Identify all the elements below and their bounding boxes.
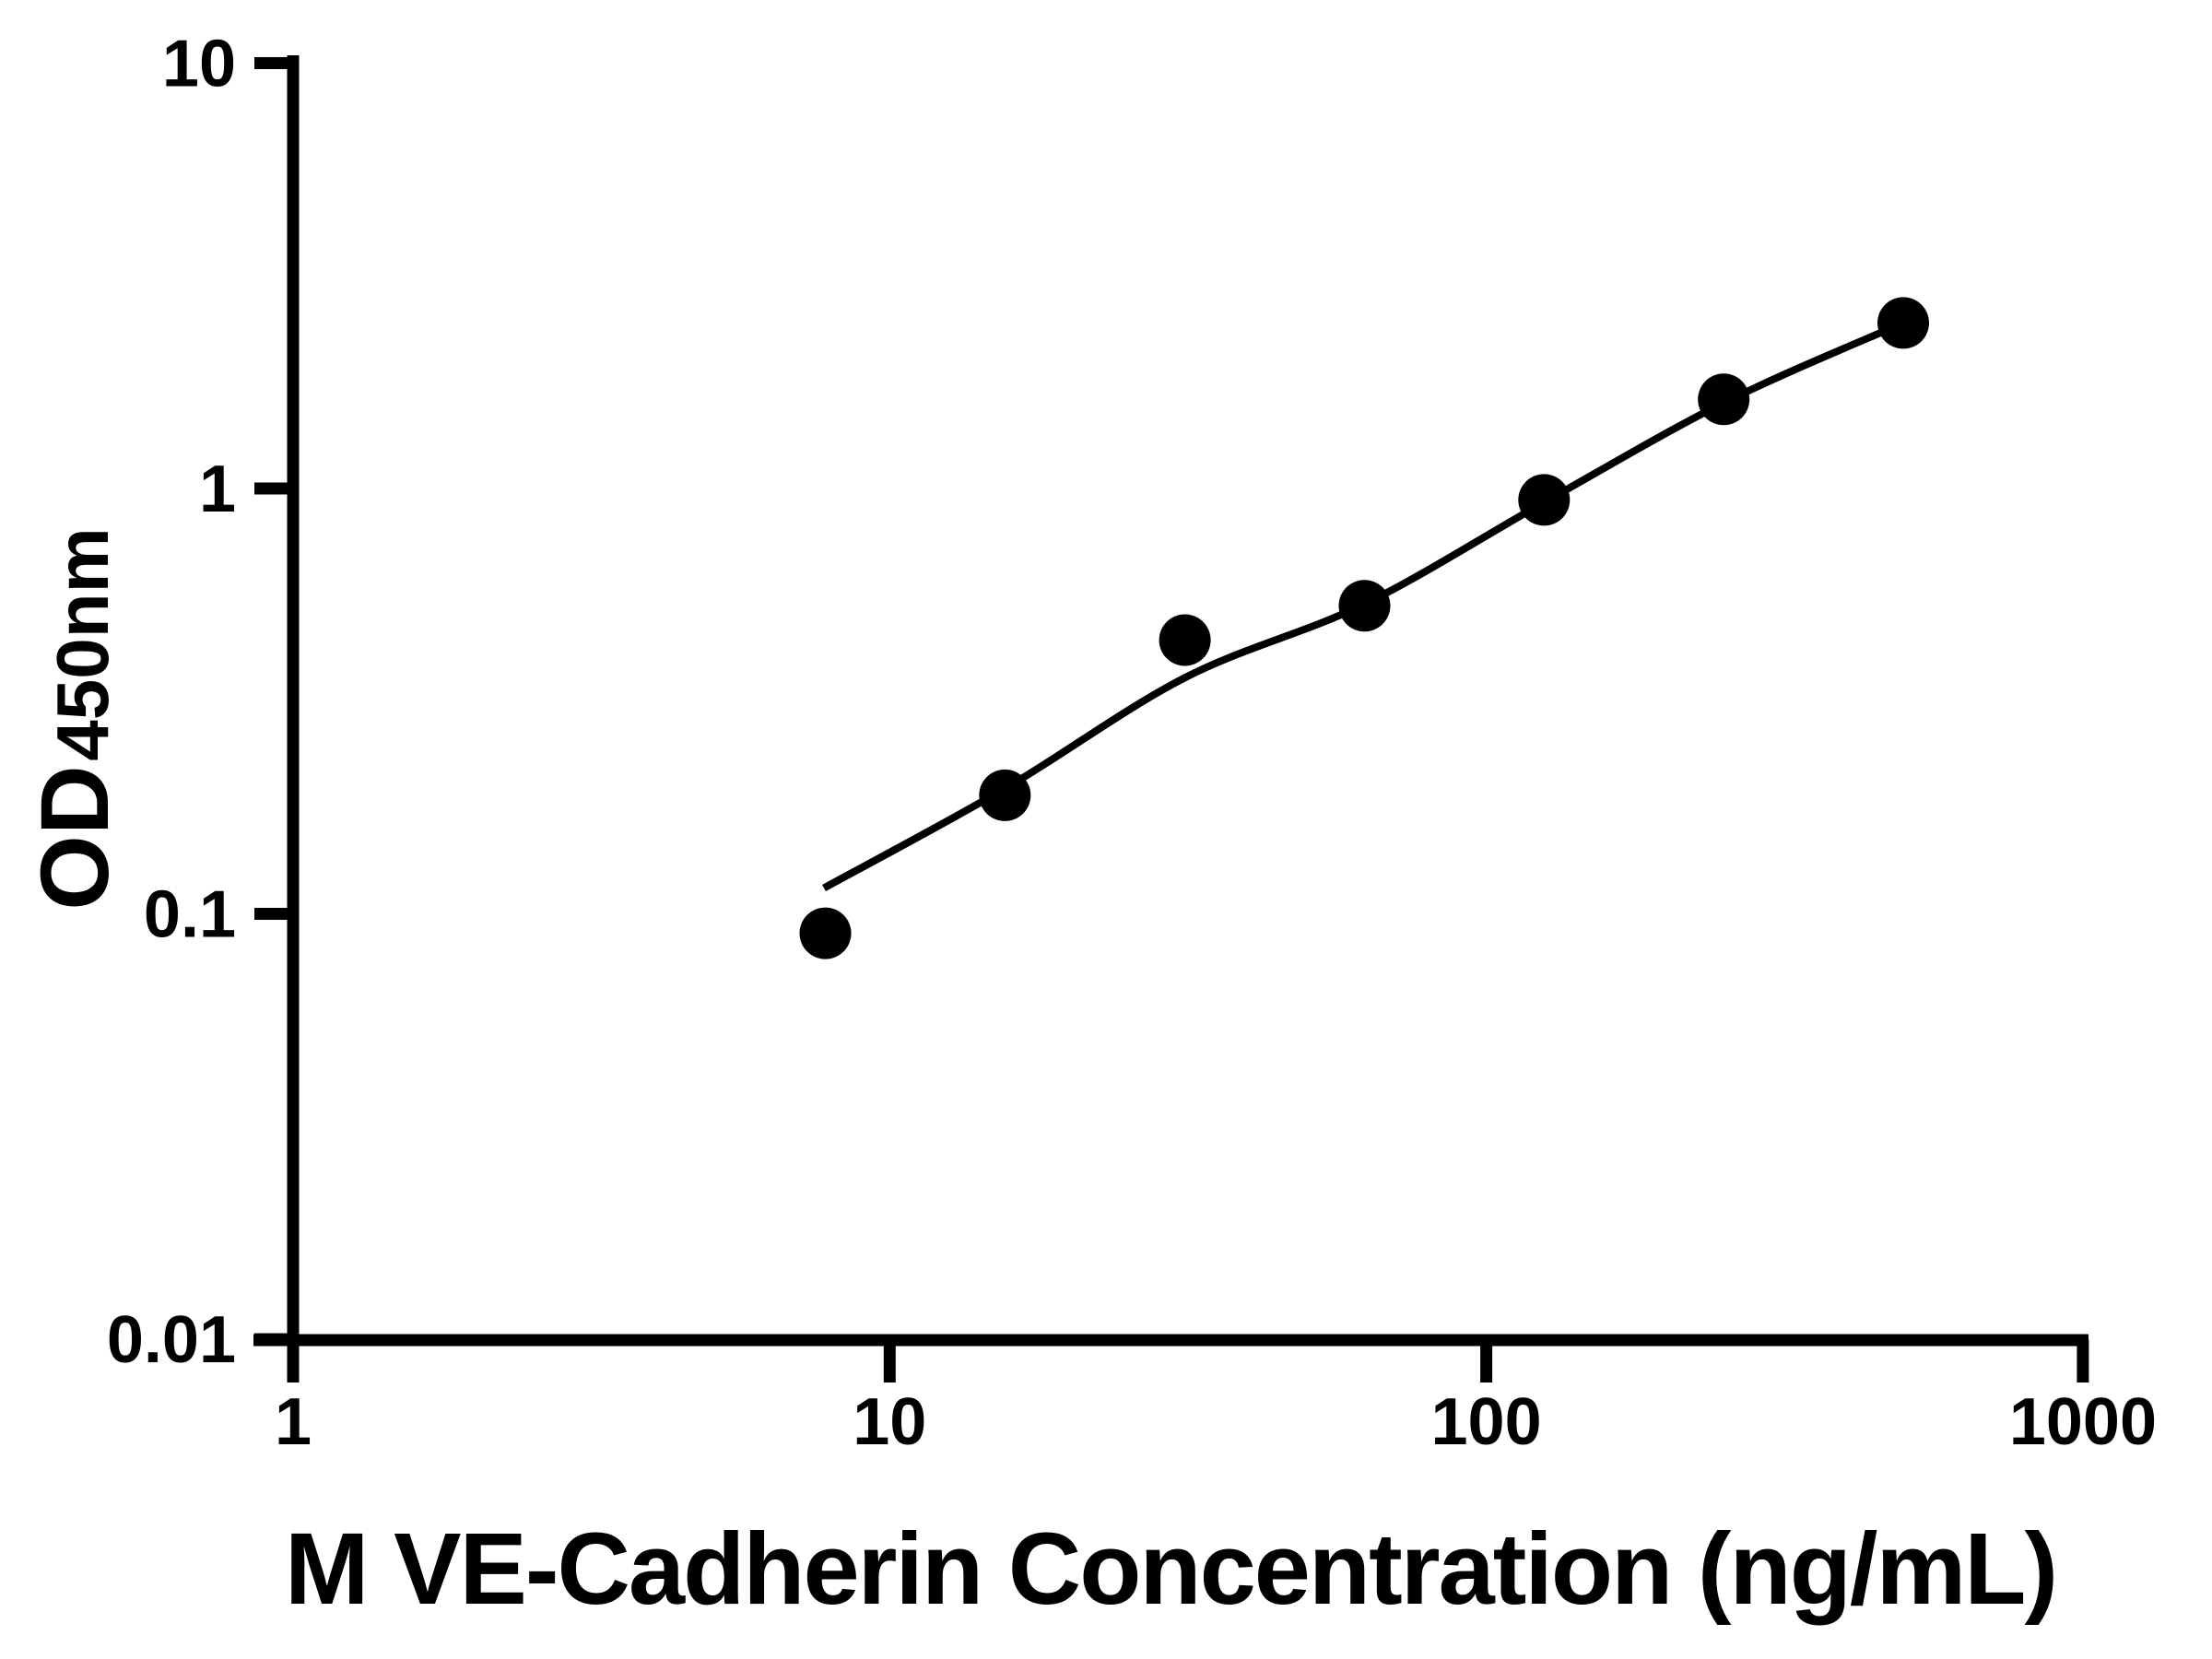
y-tick-label: 0.1 bbox=[144, 878, 236, 952]
y-axis-title-main: OD bbox=[21, 765, 129, 911]
data-points bbox=[799, 297, 1929, 959]
data-point bbox=[1338, 580, 1391, 632]
data-point bbox=[1698, 373, 1750, 426]
x-axis-title: M VE-Cadherin Concentration (ng/mL) bbox=[285, 1512, 2056, 1626]
x-axis-ticks: 1 10 100 1000 bbox=[275, 1340, 2157, 1459]
data-point bbox=[979, 769, 1031, 821]
data-point bbox=[799, 907, 852, 959]
y-tick-label: 10 bbox=[162, 28, 236, 101]
y-tick-label: 1 bbox=[199, 453, 236, 526]
data-point bbox=[1159, 614, 1211, 666]
x-tick-label: 10 bbox=[853, 1385, 926, 1459]
data-point bbox=[1877, 297, 1929, 349]
y-axis-title-sub: 450nm bbox=[41, 527, 124, 760]
x-tick-label: 1 bbox=[275, 1385, 312, 1459]
data-point bbox=[1518, 474, 1571, 526]
y-axis-ticks: 10 1 0.1 0.01 bbox=[107, 28, 293, 1377]
axes bbox=[253, 55, 2088, 1382]
x-tick-label: 100 bbox=[1431, 1385, 1542, 1459]
y-axis-title: OD 450nm bbox=[21, 527, 129, 910]
y-tick-label: 0.01 bbox=[107, 1303, 236, 1377]
x-tick-label: 1000 bbox=[2009, 1385, 2157, 1459]
